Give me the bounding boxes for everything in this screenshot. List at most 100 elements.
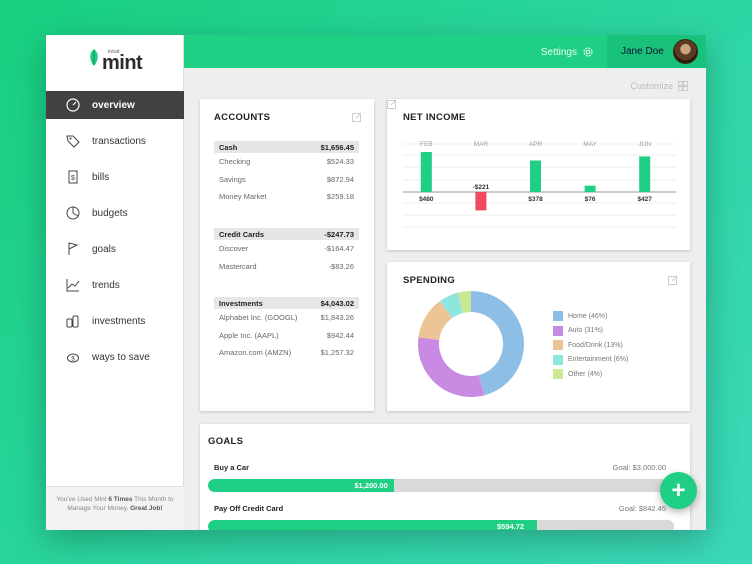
svg-text:$: $	[71, 357, 75, 363]
x-tick-label: APR	[529, 141, 543, 148]
edit-icon[interactable]	[387, 99, 397, 109]
sidebar-item-ways-to-save[interactable]: $ ways to save	[46, 343, 184, 371]
bar[interactable]	[475, 192, 487, 211]
line-chart-icon	[66, 278, 80, 292]
account-row[interactable]: Apple Inc. (AAPL) $942.44	[214, 327, 359, 345]
account-section-investments: Investments $4,043.02 Alphabet Inc. (GOO…	[214, 297, 359, 362]
account-row[interactable]: Savings $872.94	[214, 171, 359, 189]
section-name: Investments	[219, 298, 263, 308]
sidebar-item-label: overview	[92, 99, 135, 111]
bar[interactable]	[639, 156, 651, 192]
sidebar-item-label: bills	[92, 171, 110, 183]
donut-slice[interactable]	[418, 301, 453, 340]
account-row[interactable]: Alphabet Inc. (GOOGL) $1,843.26	[214, 309, 359, 327]
x-tick-label: MAR	[474, 141, 489, 148]
sidebar-item-investments[interactable]: investments	[46, 307, 184, 335]
account-row[interactable]: Money Market $259.18	[214, 188, 359, 206]
leaf-icon	[90, 49, 98, 66]
account-value: $872.94	[326, 174, 354, 184]
account-name: Checking	[219, 157, 251, 167]
account-name: Discover	[219, 244, 249, 254]
account-name: Savings	[219, 174, 246, 184]
account-row[interactable]: Discover -$164.47	[214, 240, 359, 258]
donut-slice[interactable]	[471, 291, 525, 396]
account-section-header[interactable]: Investments $4,043.02	[214, 297, 359, 309]
bar[interactable]	[420, 152, 432, 192]
goals-card: GOALS Buy a Car Goal: $3,000.00 $1,200.0…	[200, 424, 690, 530]
account-row[interactable]: Amazon.com (AMZN) $1,257.32	[214, 344, 359, 362]
net-income-card: NET INCOME FEB $480 MAR -$221 APR $378 MAY $76 J…	[387, 99, 690, 250]
account-section-header[interactable]: Cash $1,656.45	[214, 141, 359, 153]
legend-swatch	[553, 369, 563, 380]
sidebar-item-goals[interactable]: goals	[46, 235, 184, 263]
account-section-credit-cards: Credit Cards -$247.73 Discover -$164.47 M…	[214, 228, 359, 275]
coins-icon	[66, 314, 80, 328]
accounts-card: ACCOUNTS Cash $1,656.45 Checking $524.33 …	[200, 99, 374, 411]
accounts-title: ACCOUNTS	[214, 112, 271, 123]
sidebar-item-overview[interactable]: overview	[46, 91, 184, 119]
gear-icon	[583, 47, 593, 57]
edit-icon[interactable]	[668, 275, 678, 285]
spending-legend: Home (46%) Auto (31%) Food/Drink (13%) Ente…	[553, 309, 628, 382]
app-window: intuit mint overview transactions $ bi	[46, 35, 706, 530]
spending-donut-chart	[418, 291, 525, 397]
bar[interactable]	[530, 160, 541, 193]
usage-praise: Great Job!	[130, 505, 163, 512]
goal-amount: $1,200.00	[354, 481, 388, 490]
legend-label: Home (46%)	[568, 312, 608, 320]
user-menu[interactable]: Jane Doe	[607, 35, 706, 68]
account-name: Money Market	[219, 192, 267, 202]
flag-icon	[66, 242, 80, 256]
donut-slice[interactable]	[457, 291, 471, 314]
sidebar: intuit mint overview transactions $ bi	[46, 35, 184, 530]
customize-button[interactable]: Customize	[630, 81, 688, 91]
sidebar-item-trends[interactable]: trends	[46, 271, 184, 299]
legend-item: Auto (31%)	[553, 324, 628, 339]
sidebar-item-transactions[interactable]: transactions	[46, 127, 184, 155]
sidebar-item-label: trends	[92, 279, 120, 291]
account-name: Mastercard	[219, 261, 257, 271]
sidebar-item-label: ways to save	[92, 351, 150, 363]
add-button[interactable]: +	[660, 472, 697, 509]
account-section-header[interactable]: Credit Cards -$247.73	[214, 228, 359, 240]
usage-message: You've Used Mint 6 Times This Month to M…	[46, 486, 184, 530]
customize-label: Customize	[630, 81, 673, 91]
top-bar: Settings Jane Doe	[184, 35, 706, 68]
sidebar-item-bills[interactable]: $ bills	[46, 163, 184, 191]
sidebar-item-label: transactions	[92, 135, 146, 147]
logo-wordmark: mint	[102, 52, 143, 74]
legend-label: Other (4%)	[568, 370, 603, 378]
donut-slice[interactable]	[418, 337, 485, 397]
legend-swatch	[553, 354, 563, 365]
sidebar-item-label: budgets	[92, 207, 128, 219]
goal-progress-bar[interactable]: $1,200.00	[208, 479, 674, 492]
avatar[interactable]	[673, 39, 698, 64]
mint-logo[interactable]: intuit mint	[88, 48, 148, 74]
bar-value-label: -$221	[473, 184, 490, 191]
goal-name[interactable]: Pay Off Credit Card	[214, 504, 284, 513]
account-row[interactable]: Mastercard -$83.26	[214, 258, 359, 276]
account-value: -$83.26	[328, 261, 354, 271]
settings-button[interactable]: Settings	[541, 46, 594, 58]
edit-icon[interactable]	[352, 112, 362, 122]
sidebar-item-budgets[interactable]: budgets	[46, 199, 184, 227]
account-name: Apple Inc. (AAPL)	[219, 330, 279, 340]
account-name: Amazon.com (AMZN)	[219, 348, 292, 358]
logo-subtitle: intuit	[108, 49, 120, 55]
bar[interactable]	[584, 185, 596, 192]
account-value: -$164.47	[324, 244, 354, 254]
sidebar-item-label: goals	[92, 243, 116, 255]
goal-name[interactable]: Buy a Car	[214, 463, 250, 472]
spending-title: SPENDING	[403, 275, 456, 286]
legend-label: Food/Drink (13%)	[568, 341, 623, 349]
goal-progress-bar[interactable]: $594.72	[208, 520, 674, 530]
account-name: Alphabet Inc. (GOOGL)	[219, 313, 298, 323]
svg-text:$: $	[71, 175, 75, 182]
donut-slice[interactable]	[439, 292, 464, 319]
account-row[interactable]: Checking $524.33	[214, 153, 359, 171]
legend-item: Entertainment (6%)	[553, 353, 628, 368]
tag-icon	[66, 134, 80, 148]
legend-label: Entertainment (6%)	[568, 356, 629, 364]
usage-text-pre: You've Used Mint	[56, 496, 109, 503]
usage-count: 6 Times	[108, 496, 133, 503]
